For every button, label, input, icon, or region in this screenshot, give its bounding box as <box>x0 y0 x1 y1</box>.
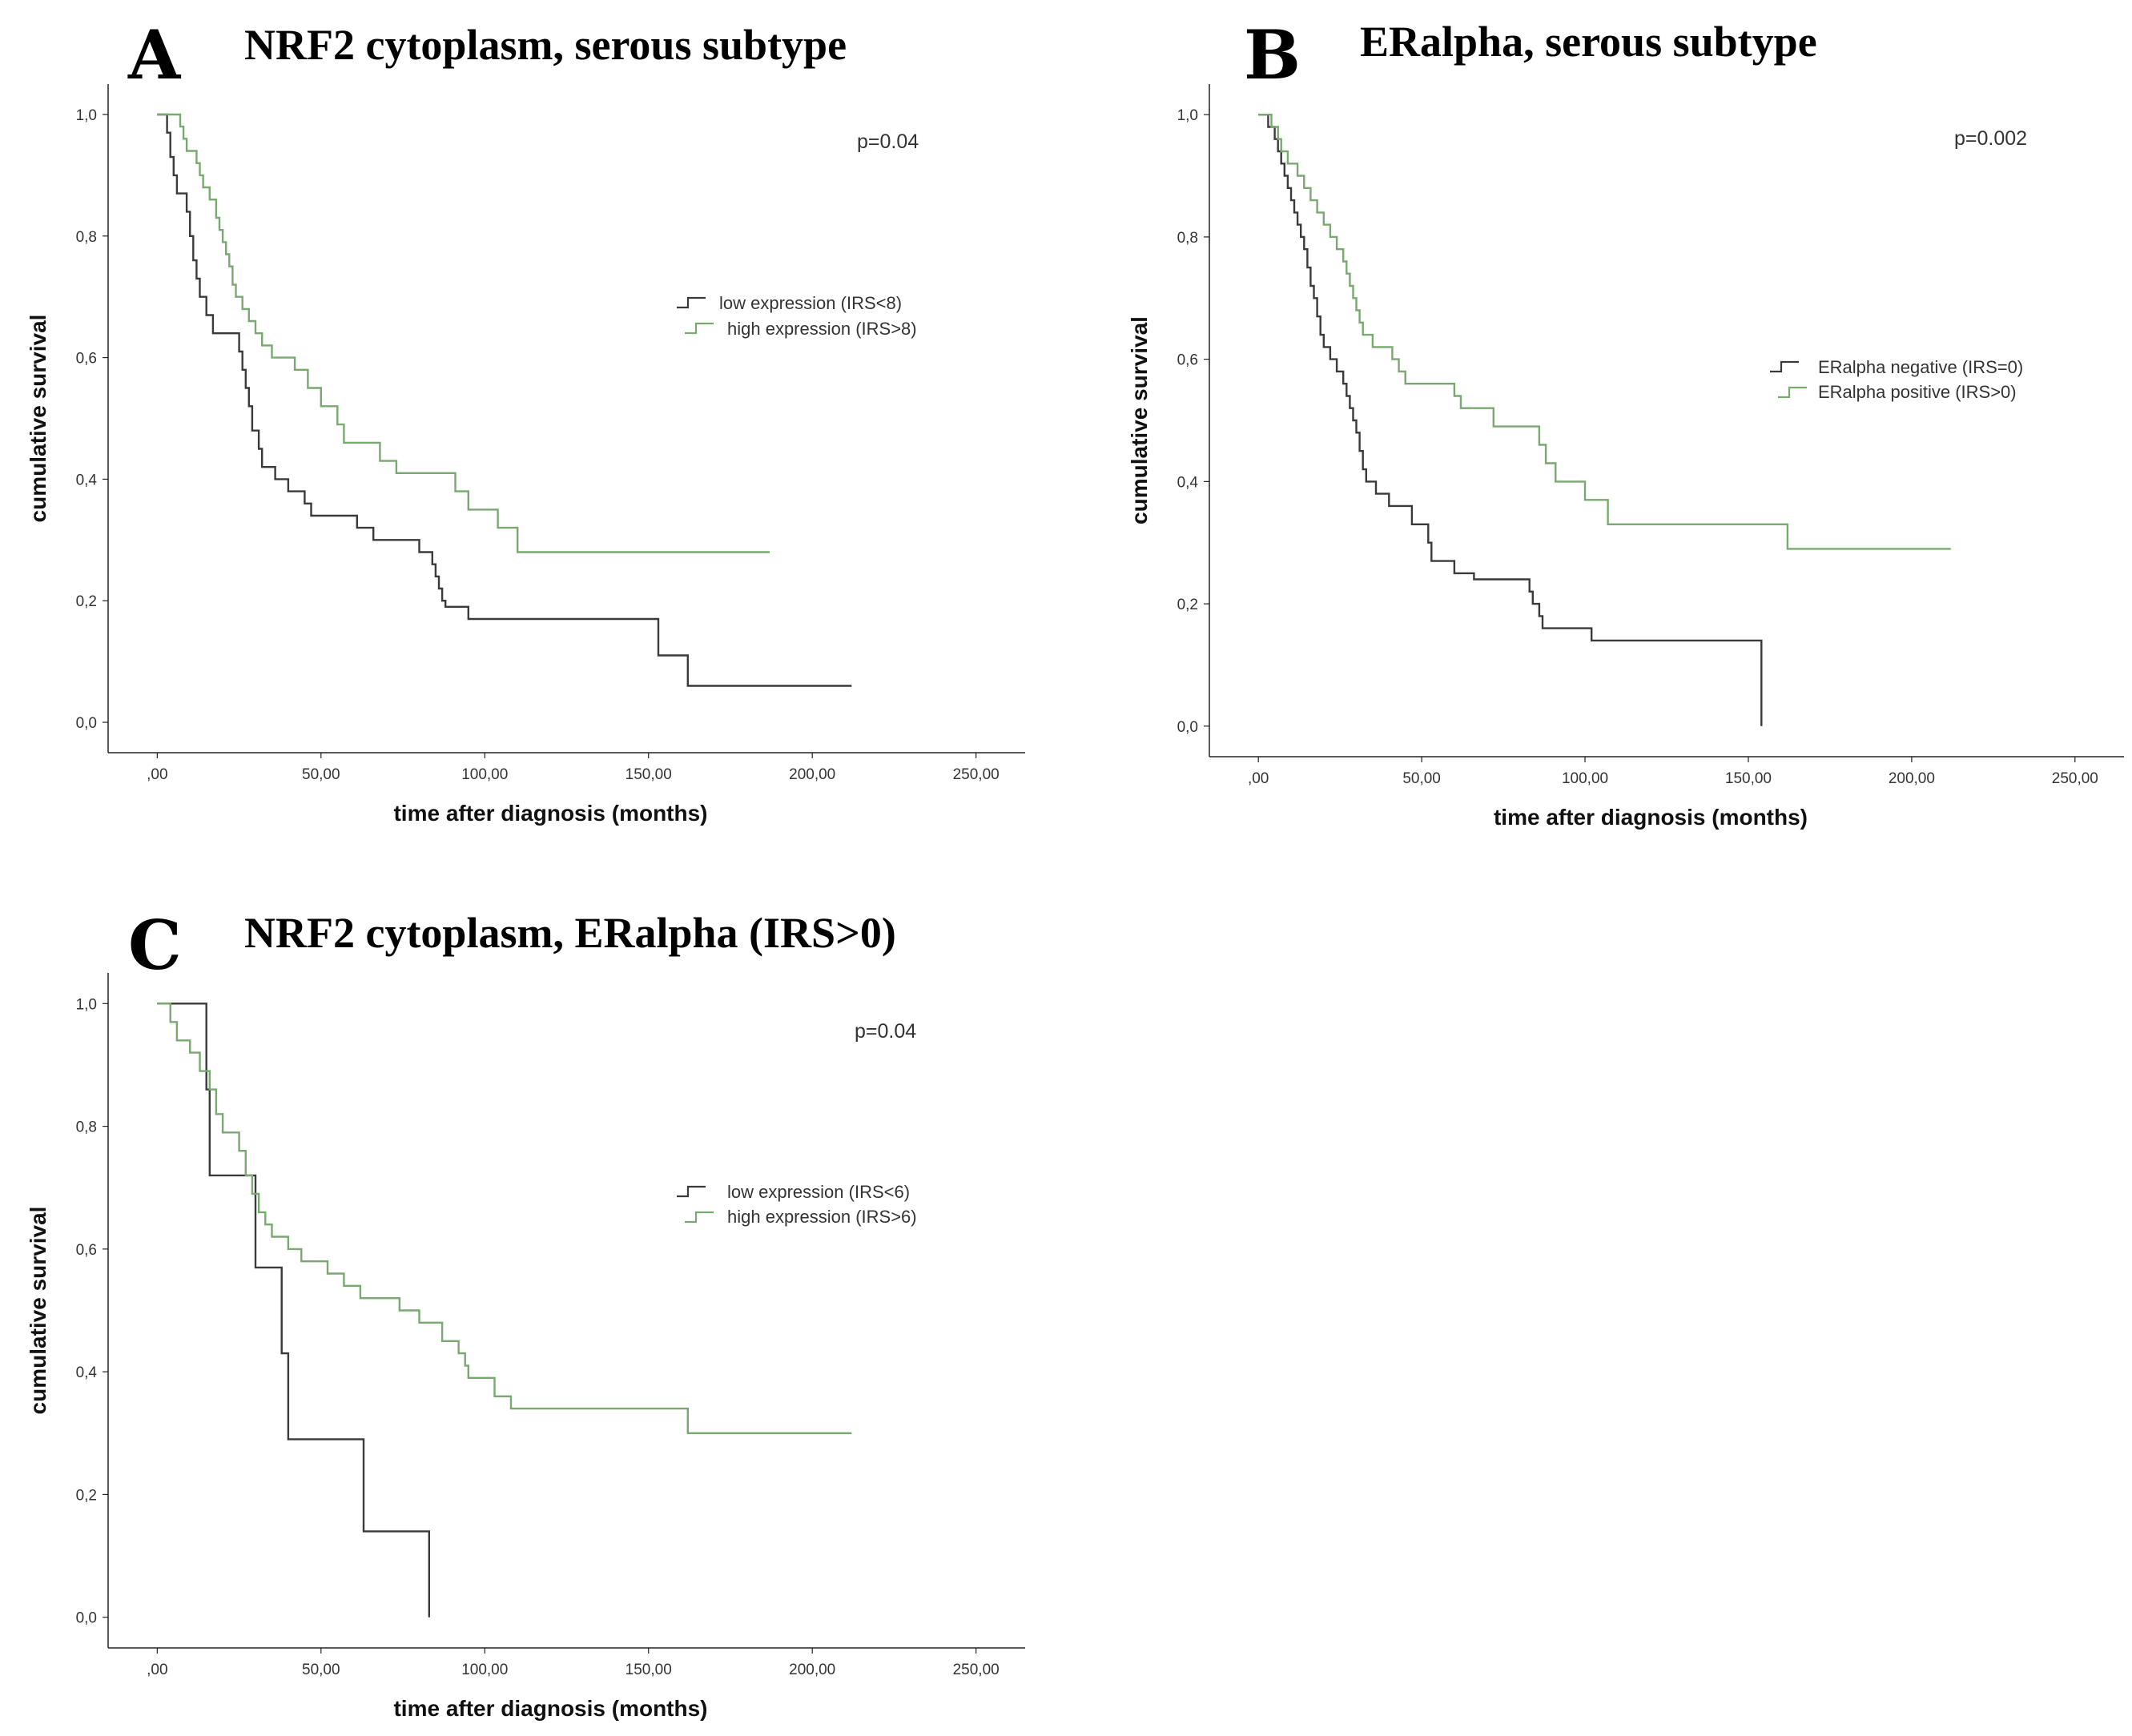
y-tick-label-a-4: 0,8 <box>76 229 97 246</box>
legend-swatch-a-high <box>685 322 714 335</box>
y-tick-label-c-5: 1,0 <box>76 996 97 1013</box>
y-tick-label-a-1: 0,2 <box>76 593 97 610</box>
legend-b: ERalpha negative (IRS=0) ERalpha positiv… <box>1818 357 2023 402</box>
x-tick-label-c-5: 250,00 <box>953 1662 1000 1678</box>
y-tick-label-a-2: 0,4 <box>76 472 98 488</box>
legend-a: low expression (IRS<8) high expression (… <box>719 293 917 339</box>
y-tick-label-b-2: 0,4 <box>1177 474 1199 491</box>
y-tick-label-b-4: 0,8 <box>1177 230 1198 247</box>
x-tick-label-a-0: ,00 <box>147 766 167 783</box>
panel-title-b: ERalpha, serous subtype <box>1360 18 1817 66</box>
x-tick-label-a-2: 100,00 <box>461 766 508 783</box>
legend-swatch-b-high <box>1778 386 1807 399</box>
y-tick-label-a-3: 0,6 <box>76 351 97 368</box>
survival-curve-a-low <box>157 113 852 687</box>
x-tick-label-b-5: 250,00 <box>2052 770 2098 787</box>
p-value-c: p=0.04 <box>855 1020 916 1043</box>
survival-curve-b-low <box>1258 114 1763 726</box>
y-tick-label-b-0: 0,0 <box>1177 719 1198 736</box>
plot-c: 0,0 0,2 0,4 0,6 0,8 1,0 ,00 50,00 100,00 150,00 20… <box>26 973 1025 1721</box>
panel-title-c: NRF2 cytoplasm, ERalpha (IRS>0) <box>244 909 896 957</box>
y-axis-title-c: cumulative survival <box>26 1207 50 1415</box>
survival-curve-c-low <box>157 1003 430 1617</box>
legend-swatch-c-high <box>685 1211 714 1224</box>
panel-c: C NRF2 cytoplasm, ERalpha (IRS>0) p=0.04… <box>128 906 917 1227</box>
x-tick-label-c-3: 150,00 <box>626 1662 672 1678</box>
legend-swatch-c-low <box>677 1185 706 1198</box>
p-value-a: p=0.04 <box>857 131 919 153</box>
plot-b: 0,0 0,2 0,4 0,6 0,8 1,0 ,00 50,00 100,00 150,00 20… <box>1127 84 2124 830</box>
plot-a: 0,0 0,2 0,4 0,6 0,8 1,0 ,00 50,00 100,00 150,00 20… <box>26 84 1025 826</box>
x-axis-title-b: time after diagnosis (months) <box>1494 805 1808 830</box>
p-value-b: p=0.002 <box>1954 127 2027 150</box>
x-axis-title-a: time after diagnosis (months) <box>393 801 707 826</box>
x-tick-label-b-1: 50,00 <box>1402 770 1441 787</box>
x-axis-title-c: time after diagnosis (months) <box>393 1696 707 1721</box>
panel-b: B ERalpha, serous subtype p=0.002 ERalph… <box>1244 15 2027 402</box>
legend-low-label-a: low expression (IRS<8) <box>719 293 902 313</box>
x-tick-label-a-4: 200,00 <box>789 766 835 783</box>
survival-curve-a-high <box>157 113 770 553</box>
x-tick-label-a-1: 50,00 <box>302 766 340 783</box>
y-tick-label-c-3: 0,6 <box>76 1242 97 1259</box>
panel-a: A NRF2 cytoplasm, serous subtype p=0.04 … <box>127 15 919 339</box>
x-tick-label-b-2: 100,00 <box>1562 770 1608 787</box>
legend-high-label-b: ERalpha positive (IRS>0) <box>1818 382 2017 402</box>
x-tick-label-c-1: 50,00 <box>302 1662 340 1678</box>
y-axis-title-a: cumulative survival <box>26 315 50 523</box>
panel-letter-c: C <box>128 906 182 985</box>
y-tick-label-b-3: 0,6 <box>1177 352 1198 369</box>
y-tick-label-a-0: 0,0 <box>76 715 97 732</box>
legend-c: low expression (IRS<6) high expression (… <box>727 1182 917 1227</box>
y-tick-label-c-2: 0,4 <box>76 1364 98 1381</box>
x-tick-label-b-3: 150,00 <box>1725 770 1772 787</box>
y-tick-label-c-4: 0,8 <box>76 1119 97 1136</box>
x-tick-label-b-0: ,00 <box>1248 770 1269 787</box>
legend-swatch-a-low <box>677 296 706 309</box>
survival-curve-c-high <box>157 1003 852 1434</box>
y-tick-label-b-5: 1,0 <box>1177 107 1198 124</box>
x-tick-label-b-4: 200,00 <box>1889 770 1935 787</box>
survival-curve-b-high <box>1258 114 1951 550</box>
legend-low-label-b: ERalpha negative (IRS=0) <box>1818 357 2023 377</box>
y-tick-label-c-0: 0,0 <box>76 1610 97 1627</box>
y-tick-label-b-1: 0,2 <box>1177 597 1198 613</box>
x-tick-label-c-2: 100,00 <box>461 1662 508 1678</box>
y-tick-label-a-5: 1,0 <box>76 107 97 124</box>
x-tick-label-a-5: 250,00 <box>953 766 1000 783</box>
panel-letter-a: A <box>127 15 182 94</box>
x-tick-label-a-3: 150,00 <box>626 766 672 783</box>
panel-title-a: NRF2 cytoplasm, serous subtype <box>244 21 847 69</box>
legend-high-label-c: high expression (IRS>6) <box>727 1207 917 1227</box>
legend-low-label-c: low expression (IRS<6) <box>727 1182 910 1202</box>
x-tick-label-c-0: ,00 <box>147 1662 167 1678</box>
y-axis-title-b: cumulative survival <box>1127 316 1152 524</box>
x-tick-label-c-4: 200,00 <box>789 1662 835 1678</box>
plots-layer: 0,0 0,2 0,4 0,6 0,8 1,0 ,00 50,00 100,00 150,00 20… <box>26 84 2124 1721</box>
y-tick-label-c-1: 0,2 <box>76 1487 97 1504</box>
legend-swatch-b-low <box>1770 360 1799 373</box>
legend-high-label-a: high expression (IRS>8) <box>727 319 917 339</box>
panel-letter-b: B <box>1244 15 1301 94</box>
